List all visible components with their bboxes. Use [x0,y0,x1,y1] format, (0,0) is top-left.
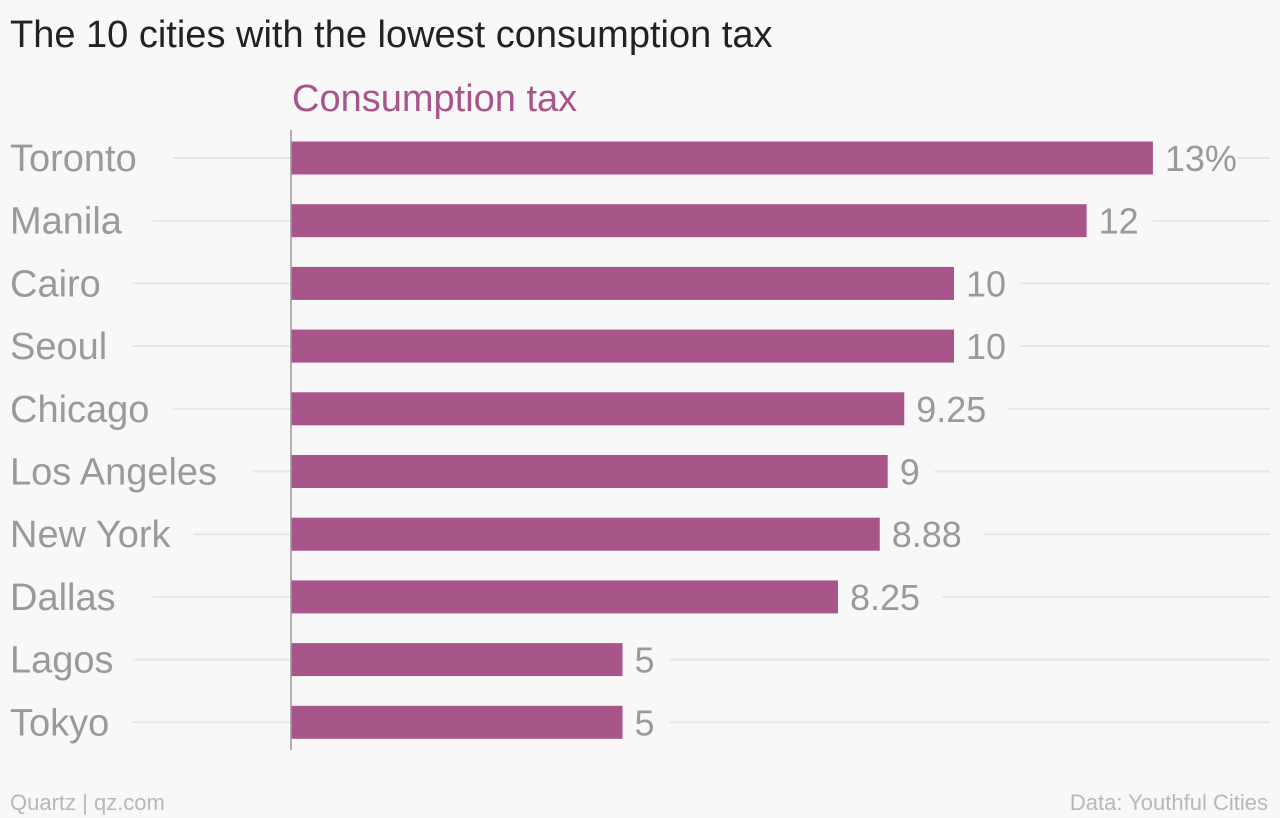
bar [291,580,838,614]
value-label: 10 [966,263,1006,304]
labels: Toronto 13% Manila 12 Cairo 10 Seoul 10 Chicago 9… [10,138,1237,744]
category-label: New York [10,514,172,556]
grid-lines [132,157,1270,724]
footer-source-left: Quartz | qz.com [10,790,165,815]
value-label: 12 [1099,201,1139,242]
category-label: Los Angeles [10,452,217,494]
value-label: 13% [1165,138,1237,179]
value-label: 8.88 [892,514,962,555]
value-label: 9 [900,452,920,493]
bar [291,705,623,739]
value-label: 5 [635,702,655,743]
bar [291,266,954,300]
category-label: Cairo [10,263,101,305]
category-label: Seoul [10,326,107,368]
bar [291,392,905,426]
bars [291,141,1153,739]
chart-title: The 10 cities with the lowest consumptio… [10,14,773,56]
value-label: 9.25 [916,389,986,430]
bar [291,643,623,677]
series-label: Consumption tax [292,78,578,120]
bar [291,517,880,551]
category-label: Chicago [10,389,149,431]
category-label: Dallas [10,577,116,619]
category-label: Toronto [10,138,137,180]
bar [291,329,954,363]
bar [291,204,1087,238]
footer-source-right: Data: Youthful Cities [1069,790,1268,815]
category-label: Manila [10,201,123,243]
value-label: 5 [635,640,655,681]
value-label: 10 [966,326,1006,367]
value-label: 8.25 [850,577,920,618]
category-label: Tokyo [10,702,109,744]
bar [291,141,1153,175]
category-label: Lagos [10,640,114,682]
bar [291,455,888,488]
